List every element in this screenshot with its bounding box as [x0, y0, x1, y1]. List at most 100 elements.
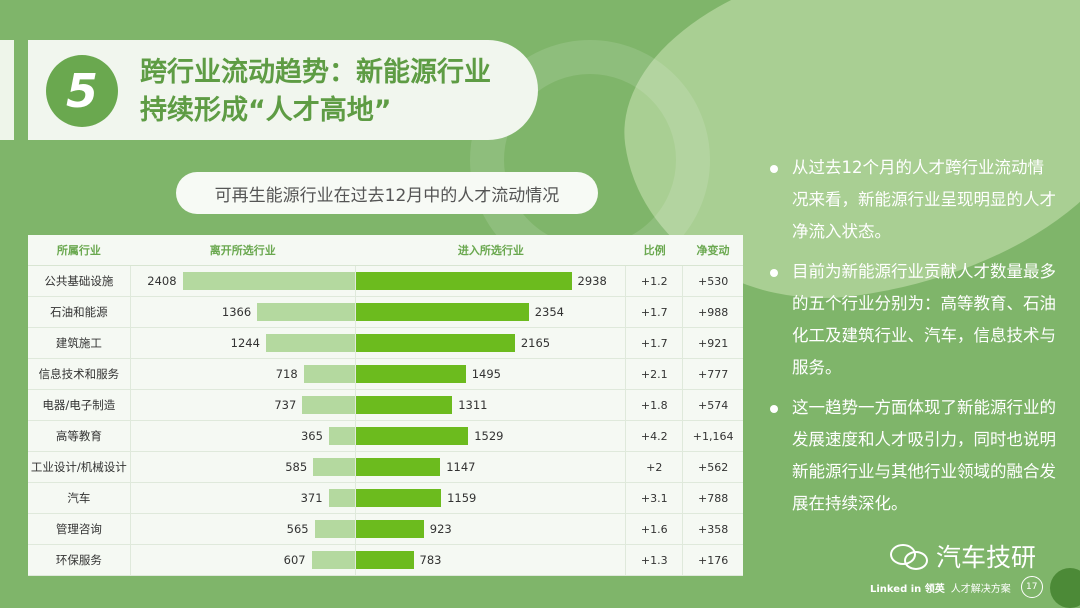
- bullet-item: 目前为新能源行业贡献人才数量最多的五个行业分别为：高等教育、石油化工及建筑行业、…: [768, 256, 1058, 384]
- ratio-value: +1.8: [626, 390, 684, 420]
- ratio-value: +1.7: [626, 328, 684, 358]
- leave-cell: 565: [131, 514, 357, 544]
- footer: Linked in 领英 人才解决方案 17: [870, 576, 1043, 598]
- leave-bar: [265, 334, 356, 352]
- leave-cell: 718: [131, 359, 357, 389]
- net-change-value: +530: [697, 274, 729, 288]
- leave-value: 2408: [147, 274, 177, 288]
- enter-bar: [356, 551, 414, 569]
- table-body: 公共基础设施 2408 2938 +1.2 +530 石油和能源 1366 2354 +1.7 +…: [28, 266, 743, 576]
- enter-bar: [356, 489, 442, 507]
- industry-label: 高等教育: [28, 421, 131, 451]
- leave-cell: 2408: [131, 266, 357, 296]
- enter-value: 783: [419, 553, 442, 567]
- ratio-value: +2.1: [626, 359, 684, 389]
- leave-cell: 607: [131, 545, 357, 575]
- leave-value: 737: [274, 398, 297, 412]
- ratio-value: +1.7: [626, 297, 684, 327]
- table-row: 石油和能源 1366 2354 +1.7 +988: [28, 297, 743, 328]
- leave-value: 565: [286, 522, 309, 536]
- table-header: 所属行业 离开所选行业 进入所选行业 比例 净变动: [28, 235, 743, 266]
- leave-cell: 737: [131, 390, 357, 420]
- leave-value: 365: [300, 429, 323, 443]
- talent-flow-table: 所属行业 离开所选行业 进入所选行业 比例 净变动 公共基础设施 2408 2938…: [28, 235, 743, 576]
- leave-bar: [314, 520, 356, 538]
- industry-label: 管理咨询: [28, 514, 131, 544]
- ratio-value: +2: [626, 452, 684, 482]
- title-line-1: 跨行业流动趋势：新能源行业: [140, 57, 491, 88]
- header-net: 净变动: [696, 244, 730, 257]
- leave-cell: 1366: [131, 297, 357, 327]
- net-change-value: +788: [697, 491, 729, 505]
- leave-bar: [313, 458, 356, 476]
- leave-value: 1366: [221, 305, 252, 319]
- enter-bar: [356, 365, 466, 383]
- section-number: 5: [46, 55, 118, 127]
- net-change-value: +562: [697, 460, 729, 474]
- net-change-value: +176: [697, 553, 729, 567]
- ratio-value: +1.3: [626, 545, 684, 575]
- page-title: 跨行业流动趋势：新能源行业 持续形成“人才高地”: [140, 54, 520, 130]
- net-change-value: +777: [697, 367, 729, 381]
- table-row: 汽车 371 1159 +3.1 +788: [28, 483, 743, 514]
- industry-label: 信息技术和服务: [28, 359, 131, 389]
- enter-bar: [356, 303, 529, 321]
- leave-cell: 585: [131, 452, 357, 482]
- enter-value: 2354: [534, 305, 564, 319]
- leave-bar: [257, 303, 356, 321]
- linkedin-logo: Linked in 领英: [870, 583, 945, 595]
- table-row: 管理咨询 565 923 +1.6 +358: [28, 514, 743, 545]
- table-row: 环保服务 607 783 +1.3 +176: [28, 545, 743, 576]
- enter-value: 1495: [471, 367, 501, 381]
- enter-bar: [356, 272, 572, 290]
- leave-value: 607: [283, 553, 306, 567]
- net-change-value: +574: [697, 398, 729, 412]
- enter-value: 923: [429, 522, 452, 536]
- enter-value: 1529: [474, 429, 504, 443]
- bullet-item: 从过去12个月的人才跨行业流动情况来看，新能源行业呈现明显的人才净流入状态。: [768, 152, 1058, 248]
- leave-cell: 1244: [131, 328, 357, 358]
- table-row: 工业设计/机械设计 585 1147 +2 +562: [28, 452, 743, 483]
- enter-cell: 1147: [356, 452, 627, 482]
- enter-bar: [356, 427, 469, 445]
- enter-value: 2938: [577, 274, 607, 288]
- enter-value: 2165: [520, 336, 551, 350]
- enter-cell: 923: [356, 514, 627, 544]
- industry-label: 建筑施工: [28, 328, 131, 358]
- industry-label: 石油和能源: [28, 297, 131, 327]
- brand-name: 汽车技研: [936, 543, 1037, 572]
- industry-label: 工业设计/机械设计: [28, 452, 131, 482]
- leave-bar: [182, 272, 356, 290]
- enter-cell: 1529: [356, 421, 627, 451]
- leave-cell: 365: [131, 421, 357, 451]
- table-row: 电器/电子制造 737 1311 +1.8 +574: [28, 390, 743, 421]
- net-change-value: +1,164: [692, 429, 734, 443]
- industry-label: 汽车: [28, 483, 131, 513]
- enter-cell: 1495: [356, 359, 627, 389]
- ratio-value: +1.2: [626, 266, 684, 296]
- ratio-value: +1.6: [626, 514, 684, 544]
- enter-value: 1159: [447, 491, 477, 505]
- table-row: 信息技术和服务 718 1495 +2.1 +777: [28, 359, 743, 390]
- bullet-item: 这一趋势一方面体现了新能源行业的发展速度和人才吸引力，同时也说明新能源行业与其他…: [768, 392, 1058, 520]
- table-row: 高等教育 365 1529 +4.2 +1,164: [28, 421, 743, 452]
- enter-cell: 2165: [356, 328, 627, 358]
- title-line-2: 持续形成“人才高地”: [140, 95, 392, 126]
- enter-bar: [356, 458, 441, 476]
- leave-cell: 371: [131, 483, 357, 513]
- left-accent-bar: [0, 40, 14, 140]
- chart-subtitle: 可再生能源行业在过去12月中的人才流动情况: [176, 172, 598, 214]
- page-number: 17: [1020, 576, 1043, 598]
- leave-value: 371: [300, 491, 323, 505]
- enter-cell: 1159: [356, 483, 627, 513]
- header-ratio: 比例: [643, 244, 666, 257]
- enter-bar: [356, 334, 515, 352]
- leave-value: 585: [285, 460, 308, 474]
- header-leave: 离开所选行业: [209, 244, 276, 257]
- table-row: 建筑施工 1244 2165 +1.7 +921: [28, 328, 743, 359]
- ratio-value: +4.2: [626, 421, 684, 451]
- enter-bar: [356, 520, 424, 538]
- header-enter: 进入所选行业: [457, 244, 524, 257]
- net-change-value: +358: [697, 522, 729, 536]
- header-industry: 所属行业: [56, 244, 101, 257]
